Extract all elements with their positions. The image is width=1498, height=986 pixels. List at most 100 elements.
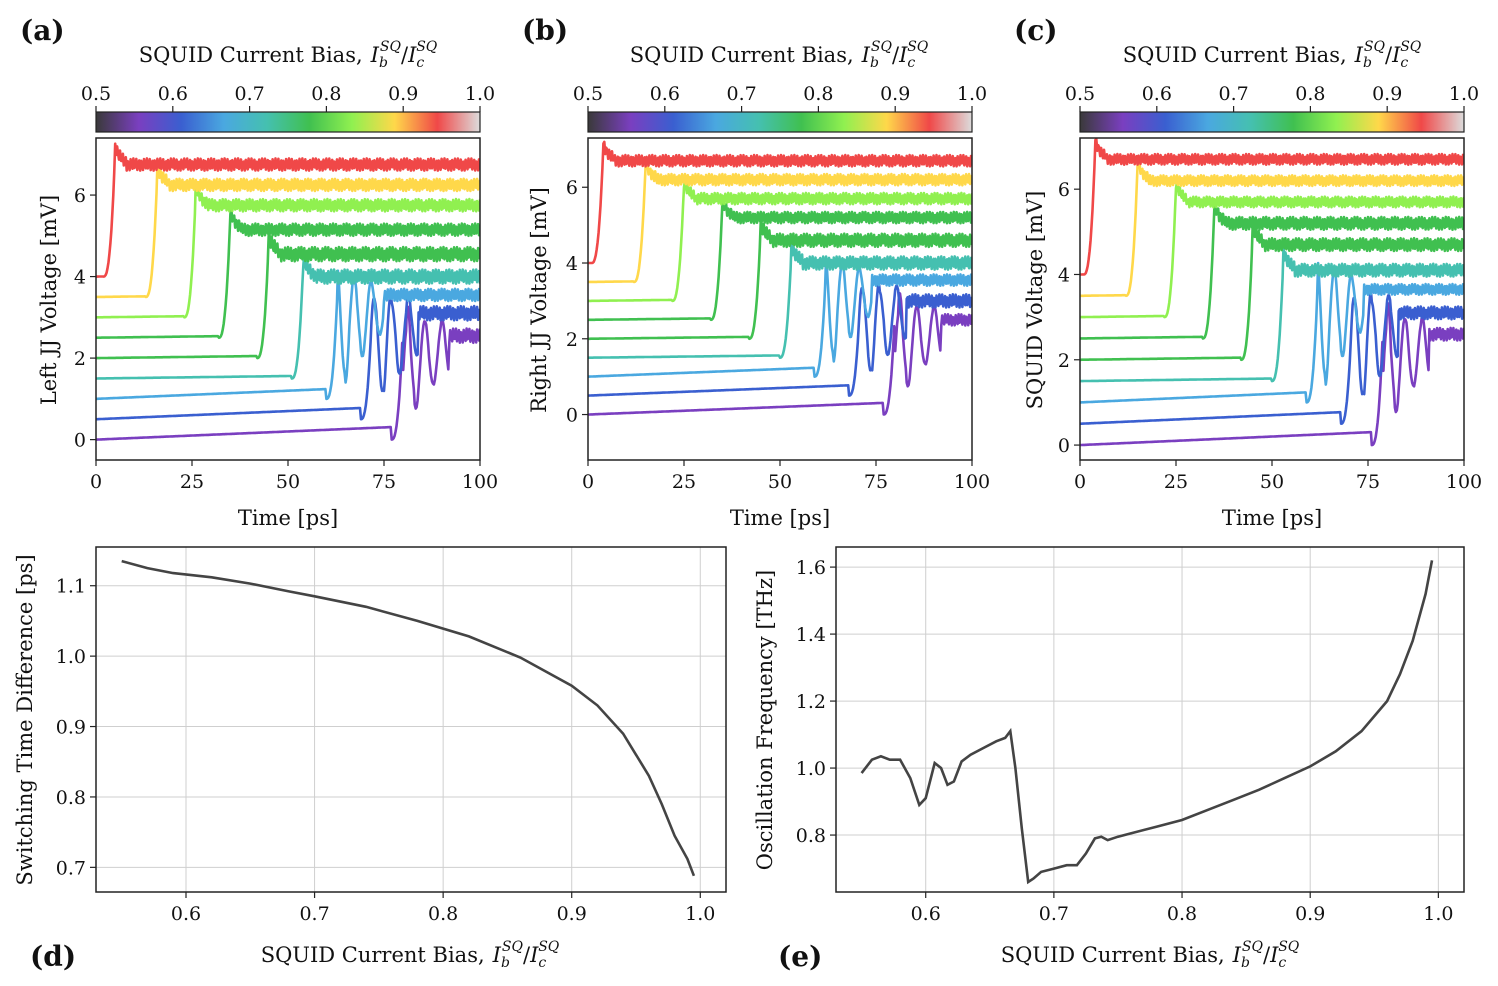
panel-c-xlabel: Time [ps]	[1222, 506, 1322, 530]
panel-c-ytick-label: 4	[1058, 264, 1070, 286]
panel-b-colorbar	[587, 111, 973, 133]
panel-b-colorbar-tick-label: 0.9	[880, 83, 910, 105]
panel-c-series-0.90	[1080, 160, 1464, 298]
panel-e-xlabel: SQUID Current Bias, IbSQ/IcSQ	[1001, 939, 1300, 971]
panel-b-series-0.95	[588, 140, 972, 265]
panel-b-series-0.70	[588, 240, 972, 359]
panel-b-colorbar-tick-label: 0.8	[803, 83, 833, 105]
panel-a-series-0.55	[96, 305, 480, 441]
panel-e-ylabel: Oscillation Frequency [THz]	[753, 570, 777, 870]
panel-d-xlabel: SQUID Current Bias, IbSQ/IcSQ	[261, 939, 560, 971]
panel-c-colorbar	[1079, 111, 1465, 133]
panel-c-xtick-label: 100	[1446, 471, 1482, 493]
panel-b-xlabel: Time [ps]	[730, 506, 830, 530]
panel-a-series-0.60	[96, 291, 480, 421]
panel-a-plot: 0 25 50 75 100 0 2 4 6	[74, 142, 498, 493]
panel-a-xtick-label: 25	[180, 471, 204, 493]
panel-c-ytick-label: 6	[1058, 179, 1070, 201]
panel-c-colorbar-tick-label: 0.6	[1142, 83, 1172, 105]
panel-b-xtick-label: 25	[672, 471, 696, 493]
panel-c-colorbar-tick-label: 1.0	[1449, 83, 1479, 105]
panel-b-colorbar-tick-label: 0.6	[650, 83, 680, 105]
panel-d-ylabel: Switching Time Difference [ps]	[13, 554, 37, 885]
panel-e-ytick-label: 0.8	[796, 825, 826, 847]
panel-b-ytick-label: 2	[566, 329, 578, 351]
panel-a-xtick-label: 0	[90, 471, 102, 493]
panel-b-ytick-label: 0	[566, 405, 578, 427]
panel-d-xtick-label: 0.9	[557, 903, 587, 925]
panel-c-xtick-label: 50	[1260, 471, 1284, 493]
panel-c-xtick-label: 0	[1074, 471, 1086, 493]
panel-a-ytick-label: 6	[74, 185, 86, 207]
panel-e-ytick-label: 1.2	[796, 691, 826, 713]
panel-e-xtick-label: 0.9	[1295, 903, 1325, 925]
panel-a-colorbar-tick-label: 1.0	[465, 83, 495, 105]
panel-c-colorbar-tick-label: 0.8	[1295, 83, 1325, 105]
panel-b-colorbar-tick-label: 0.5	[573, 83, 603, 105]
panel-a-xtick-label: 50	[276, 471, 300, 493]
panel-a-series-0.65	[96, 269, 480, 401]
panel-b-xtick-label: 50	[768, 471, 792, 493]
panel-c-ytick-label: 0	[1058, 435, 1070, 457]
panel-e-xtick-label: 0.7	[1039, 903, 1069, 925]
panel-b-ytick-label: 4	[566, 253, 578, 275]
panel-c-ytick-label: 2	[1058, 350, 1070, 372]
panel-b-series-0.85	[588, 178, 972, 303]
panel-c-series-0.75	[1080, 220, 1464, 362]
panel-a-colorbar-tick-label: 0.9	[388, 83, 418, 105]
panel-c-colorbar-tick-label: 0.7	[1218, 83, 1248, 105]
panel-a-ytick-label: 2	[74, 348, 86, 370]
panel-a-series-0.70	[96, 253, 480, 380]
panel-c-xtick-label: 25	[1164, 471, 1188, 493]
panel-c-series-0.95	[1080, 138, 1464, 276]
panel-a-series-0.85	[96, 179, 480, 319]
panel-d-ytick-label: 0.7	[56, 857, 86, 879]
panel-d-xtick-label: 1.0	[685, 903, 715, 925]
panel-e-plot: 0.6 0.7 0.8 0.9 1.0 0.8 1.0 1.2 1.4 1.6	[796, 547, 1464, 925]
panel-a-colorbar-ticks: 0.5 0.6 0.7 0.8 0.9 1.0	[81, 83, 495, 112]
panel-c-series-0.70	[1080, 245, 1464, 383]
panel-a-ylabel: Left JJ Voltage [mV]	[37, 195, 61, 405]
panel-a-label: (a)	[20, 14, 65, 47]
panel-e-ytick-label: 1.4	[796, 624, 826, 646]
panel-d-ytick-label: 0.8	[56, 787, 86, 809]
panel-c-colorbar-ticks: 0.5 0.6 0.7 0.8 0.9 1.0	[1065, 83, 1479, 112]
panel-a-series-0.80	[96, 206, 480, 339]
panel-e-ytick-label: 1.6	[796, 557, 826, 579]
panel-a-series-0.95	[96, 142, 480, 278]
panel-d-ytick-label: 1.1	[56, 576, 86, 598]
panel-a-xtick-label: 100	[462, 471, 498, 493]
panel-b-colorbar-title: SQUID Current Bias, IbSQ/IcSQ	[630, 39, 929, 71]
panel-b-xtick-label: 0	[582, 471, 594, 493]
panel-c-series-0.60	[1080, 289, 1464, 425]
panel-c-colorbar-tick-label: 0.5	[1065, 83, 1095, 105]
panel-a-colorbar-title: SQUID Current Bias, IbSQ/IcSQ	[139, 39, 438, 71]
panel-e-xtick-label: 0.8	[1167, 903, 1197, 925]
panel-c-colorbar-tick-label: 0.9	[1372, 83, 1402, 105]
panel-d-xtick-label: 0.7	[299, 903, 329, 925]
panel-c: (c) SQUID Current Bias, IbSQ/IcSQ 0.5 0.6 0…	[1014, 14, 1482, 530]
panel-d-series-line	[121, 559, 696, 877]
panel-b-frame	[587, 137, 973, 461]
panel-e-ytick-label: 1.0	[796, 758, 826, 780]
panel-e-series-line	[860, 560, 1434, 885]
panel-c-plot: 0 25 50 75 100 0 2 4 6	[1058, 138, 1482, 493]
panel-d-xtick-label: 0.6	[171, 903, 201, 925]
panel-c-label: (c)	[1014, 14, 1058, 47]
panel-a-xlabel: Time [ps]	[238, 506, 338, 530]
panel-a-colorbar-tick-label: 0.8	[311, 83, 341, 105]
panel-e-label: (e)	[778, 940, 822, 973]
panel-b-series-0.90	[588, 161, 972, 284]
panel-b-label: (b)	[522, 14, 568, 47]
panel-a-colorbar-tick-label: 0.5	[81, 83, 111, 105]
panel-b-xtick-label: 75	[864, 471, 888, 493]
panel-c-colorbar-title: SQUID Current Bias, IbSQ/IcSQ	[1123, 39, 1422, 71]
panel-d: 0.6 0.7 0.8 0.9 1.0 0.7 0.8 0.9 1.0 1.1 SQUID Cur…	[13, 546, 727, 973]
panel-a-ytick-label: 4	[74, 267, 86, 289]
panel-d-plot: 0.6 0.7 0.8 0.9 1.0 0.7 0.8 0.9 1.0 1.1	[56, 547, 726, 925]
panel-c-series-group	[1080, 138, 1464, 447]
panel-c-frame	[1079, 137, 1465, 461]
panel-a-series-0.75	[96, 230, 480, 360]
panel-c-series-0.55	[1080, 301, 1464, 447]
